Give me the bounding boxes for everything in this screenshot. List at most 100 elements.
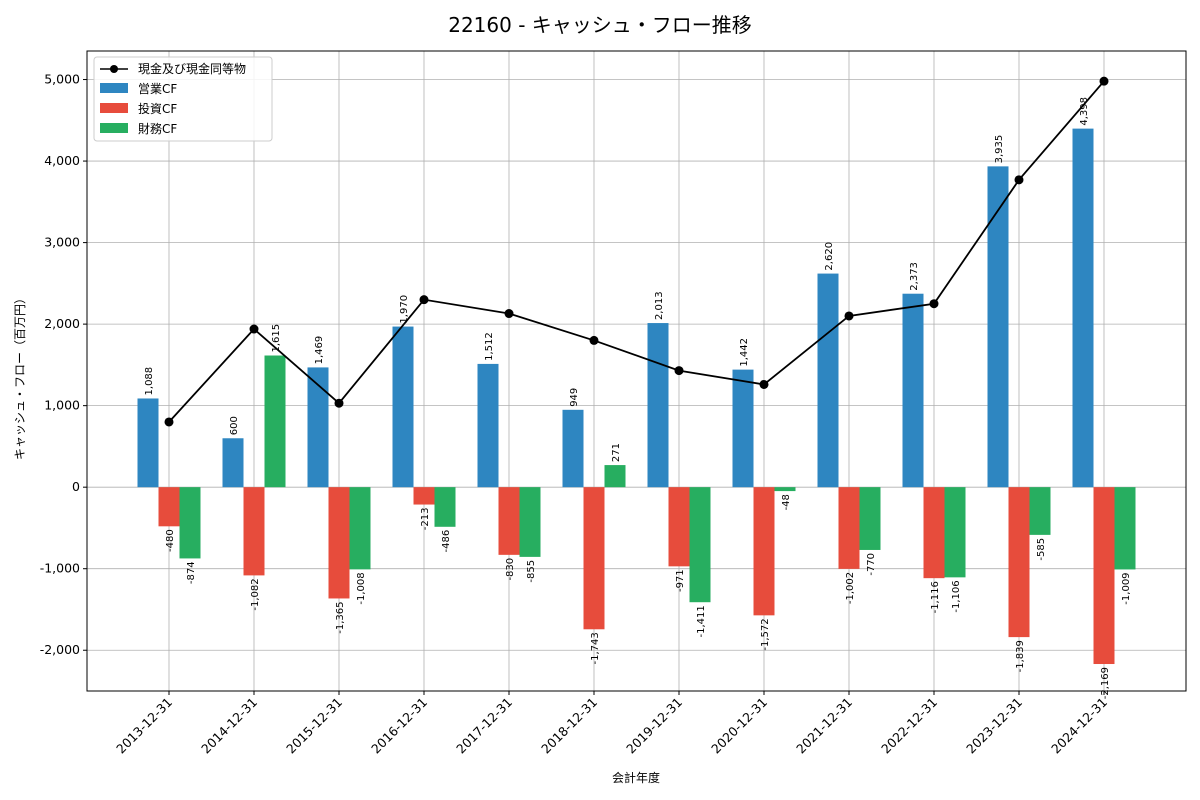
bar-financing-cf [1029,487,1051,535]
bar-operating-cf [647,323,669,488]
bar-financing-cf [264,355,286,488]
legend-line-marker [110,65,118,73]
data-label-investing-cf: -1,002 [845,572,856,604]
data-labels-layer: 1,088 600 1,469 1,970 1,512 949 2,013 1,442 2,62… [144,97,1132,699]
cash-point [419,295,429,305]
y-tick-label: 3,000 [44,235,80,250]
data-label-operating-cf: 1,469 [314,336,325,365]
legend-label-financing: 財務CF [138,121,177,136]
bar-investing-cf [158,487,180,527]
cash-point [504,309,514,319]
legend-label-cash: 現金及び現金同等物 [138,61,246,76]
data-label-operating-cf: 1,088 [144,367,155,396]
bar-operating-cf [137,398,159,488]
data-label-financing-cf: -1,009 [1121,572,1132,604]
x-tick-label: 2019-12-31 [623,695,685,757]
bar-financing-cf [604,465,626,488]
data-label-investing-cf: -1,082 [250,578,261,610]
y-tick-label: 2,000 [44,316,80,331]
data-label-investing-cf: -830 [505,558,516,581]
x-tick-label: 2013-12-31 [113,695,175,757]
legend-swatch-financing [100,123,128,133]
bar-investing-cf [923,487,945,579]
chart-title: 22160 - キャッシュ・フロー推移 [448,13,752,37]
legend-swatch-operating [100,83,128,93]
bar-operating-cf [732,369,754,488]
data-label-operating-cf: 949 [569,388,580,407]
y-tick-label: 4,000 [44,153,80,168]
bar-operating-cf [307,367,329,488]
data-label-financing-cf: -48 [781,494,792,510]
data-label-operating-cf: 2,013 [654,291,665,320]
bar-investing-cf [328,487,350,599]
y-tick-label: 5,000 [44,72,80,87]
x-tick-label: 2015-12-31 [283,695,345,757]
x-tick-label: 2016-12-31 [368,695,430,757]
y-axis-label: キャッシュ・フロー（百万円） [13,292,27,460]
data-label-financing-cf: -1,008 [356,572,367,604]
data-label-financing-cf: -1,411 [696,605,707,637]
data-label-investing-cf: -1,365 [335,601,346,633]
bar-financing-cf [434,487,456,527]
x-tick-label: 2023-12-31 [963,695,1025,757]
line-layer [164,76,1109,427]
cash-point [674,366,684,376]
bar-investing-cf [753,487,775,616]
data-label-operating-cf: 2,373 [909,262,920,291]
bar-financing-cf [1114,487,1136,570]
data-label-operating-cf: 4,398 [1079,97,1090,126]
legend-label-operating: 営業CF [138,82,177,96]
data-label-financing-cf: 1,615 [271,324,282,353]
data-label-investing-cf: -213 [420,508,431,531]
cash-point [334,398,344,408]
bar-financing-cf [519,487,541,557]
cash-point [929,299,939,309]
data-label-operating-cf: 3,935 [994,135,1005,164]
bar-operating-cf [817,273,839,488]
legend-label-investing: 投資CF [138,101,177,116]
x-tick-label: 2014-12-31 [198,695,260,757]
cash-point [249,324,259,334]
data-label-financing-cf: -770 [866,553,877,576]
bar-operating-cf [477,363,499,488]
data-label-operating-cf: 2,620 [824,242,835,271]
bar-investing-cf [1008,487,1030,638]
data-label-financing-cf: -585 [1036,538,1047,561]
data-label-financing-cf: -1,106 [951,580,962,612]
bar-financing-cf [774,487,796,492]
x-tick-label: 2022-12-31 [878,695,940,757]
bar-operating-cf [902,293,924,488]
x-tick-label: 2021-12-31 [793,695,855,757]
cash-point [1099,76,1109,86]
x-tick-label: 2018-12-31 [538,695,600,757]
cash-point [844,311,854,321]
data-label-operating-cf: 600 [229,416,240,435]
bar-investing-cf [498,487,520,555]
cash-point [1014,175,1024,185]
cash-point [589,335,599,345]
data-label-operating-cf: 1,512 [484,332,495,361]
data-label-operating-cf: 1,970 [399,295,410,324]
data-label-financing-cf: -855 [526,560,537,583]
bar-financing-cf [944,487,966,578]
bar-operating-cf [987,166,1009,488]
data-label-investing-cf: -1,743 [590,632,601,664]
bar-investing-cf [668,487,690,567]
bar-financing-cf [349,487,371,570]
cash-line [168,80,1105,423]
data-label-investing-cf: -2,169 [1100,667,1111,699]
bar-operating-cf [392,326,414,488]
data-label-investing-cf: -1,572 [760,618,771,650]
x-axis-label: 会計年度 [612,770,660,785]
x-tick-label: 2024-12-31 [1048,695,1110,757]
legend: 現金及び現金同等物 営業CF 投資CF 財務CF [93,56,273,142]
x-tick-label: 2020-12-31 [708,695,770,757]
bar-financing-cf [689,487,711,603]
y-tick-label: -1,000 [40,561,80,576]
bar-financing-cf [859,487,881,550]
data-label-operating-cf: 1,442 [739,338,750,367]
y-tick-label: -2,000 [40,642,80,657]
data-label-investing-cf: -971 [675,569,686,592]
y-tick-label: 0 [72,479,80,494]
